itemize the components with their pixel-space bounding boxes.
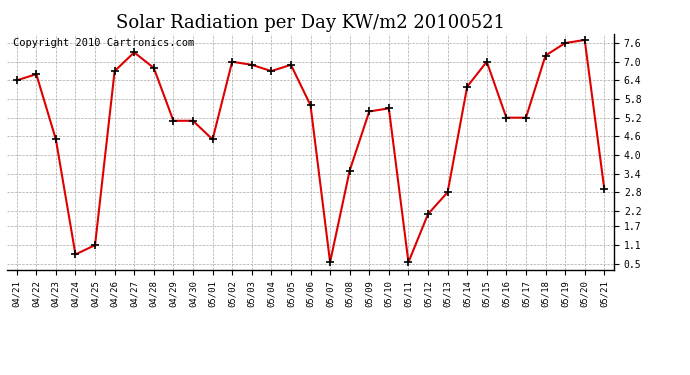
Text: Copyright 2010 Cartronics.com: Copyright 2010 Cartronics.com xyxy=(13,39,194,48)
Title: Solar Radiation per Day KW/m2 20100521: Solar Radiation per Day KW/m2 20100521 xyxy=(116,14,505,32)
